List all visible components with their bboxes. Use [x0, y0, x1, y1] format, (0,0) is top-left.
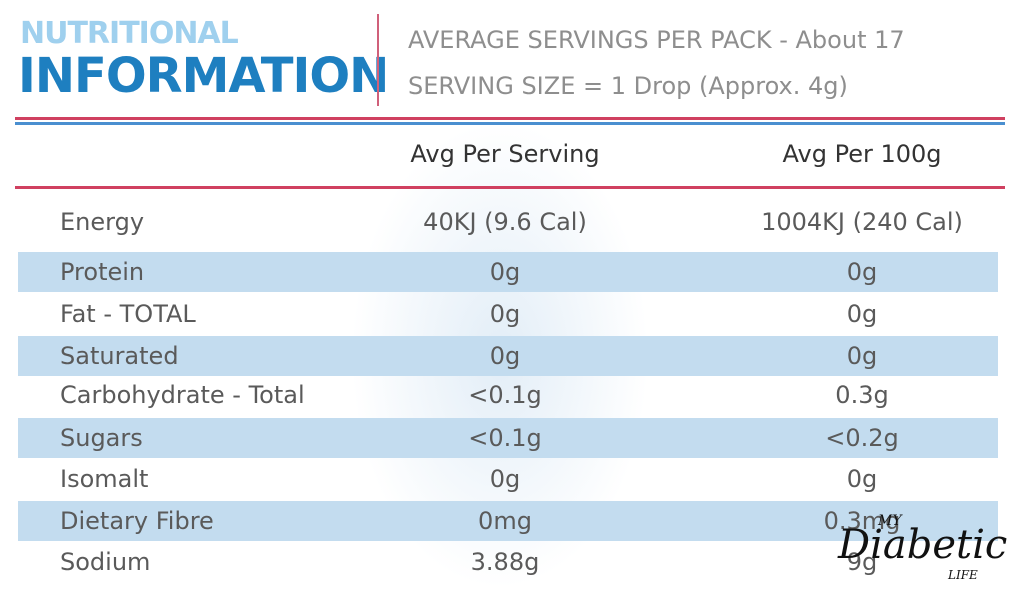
- rule: [15, 122, 1005, 125]
- cell: 0g: [489, 465, 521, 493]
- row-label: Saturated: [60, 342, 179, 370]
- cell: 0g: [489, 258, 521, 286]
- watermark: LIFE: [948, 568, 978, 582]
- row-label: Isomalt: [60, 465, 149, 493]
- servings-info: AVERAGE SERVINGS PER PACK - About 17: [408, 26, 905, 54]
- cell: 0mg: [478, 507, 532, 535]
- row-label: Sugars: [60, 424, 143, 452]
- cell: <0.1g: [468, 381, 542, 409]
- cell: <0.2g: [825, 424, 899, 452]
- cell: 0g: [846, 342, 878, 370]
- divider: [377, 14, 379, 106]
- cell: 0g: [846, 258, 878, 286]
- cell: 40KJ (9.6 Cal): [423, 208, 587, 236]
- cell: 0.3g: [835, 381, 889, 409]
- row-label: Fat - TOTAL: [60, 300, 196, 328]
- row-band: [18, 418, 998, 458]
- row-label: Protein: [60, 258, 145, 286]
- cell: 0g: [846, 300, 878, 328]
- cell: 0g: [846, 465, 878, 493]
- column-header: Avg Per 100g: [782, 140, 942, 168]
- watermark: Diabetic: [838, 522, 1008, 568]
- row-band: [18, 252, 998, 292]
- row-label: Dietary Fibre: [60, 507, 214, 535]
- row-label: Energy: [60, 208, 145, 236]
- cell: 3.88g: [470, 548, 540, 576]
- cell: 0.3mg: [823, 507, 901, 535]
- title-main: INFORMATION: [18, 48, 389, 104]
- row-label: Carbohydrate - Total: [60, 381, 305, 409]
- row-band: [18, 336, 998, 376]
- cell: 0g: [489, 300, 521, 328]
- column-header: Avg Per Serving: [410, 140, 600, 168]
- cell: 0g: [489, 342, 521, 370]
- row-label: Sodium: [60, 548, 151, 576]
- cell: 1004KJ (240 Cal): [761, 208, 963, 236]
- cell: 9g: [846, 548, 878, 576]
- watermark: MY: [878, 513, 902, 529]
- rule: [15, 117, 1005, 120]
- cell: <0.1g: [468, 424, 542, 452]
- serving-size-info: SERVING SIZE = 1 Drop (Approx. 4g): [408, 72, 848, 100]
- row-band: [18, 501, 998, 541]
- rule: [15, 186, 1005, 189]
- title-top: NUTRITIONAL: [20, 16, 239, 51]
